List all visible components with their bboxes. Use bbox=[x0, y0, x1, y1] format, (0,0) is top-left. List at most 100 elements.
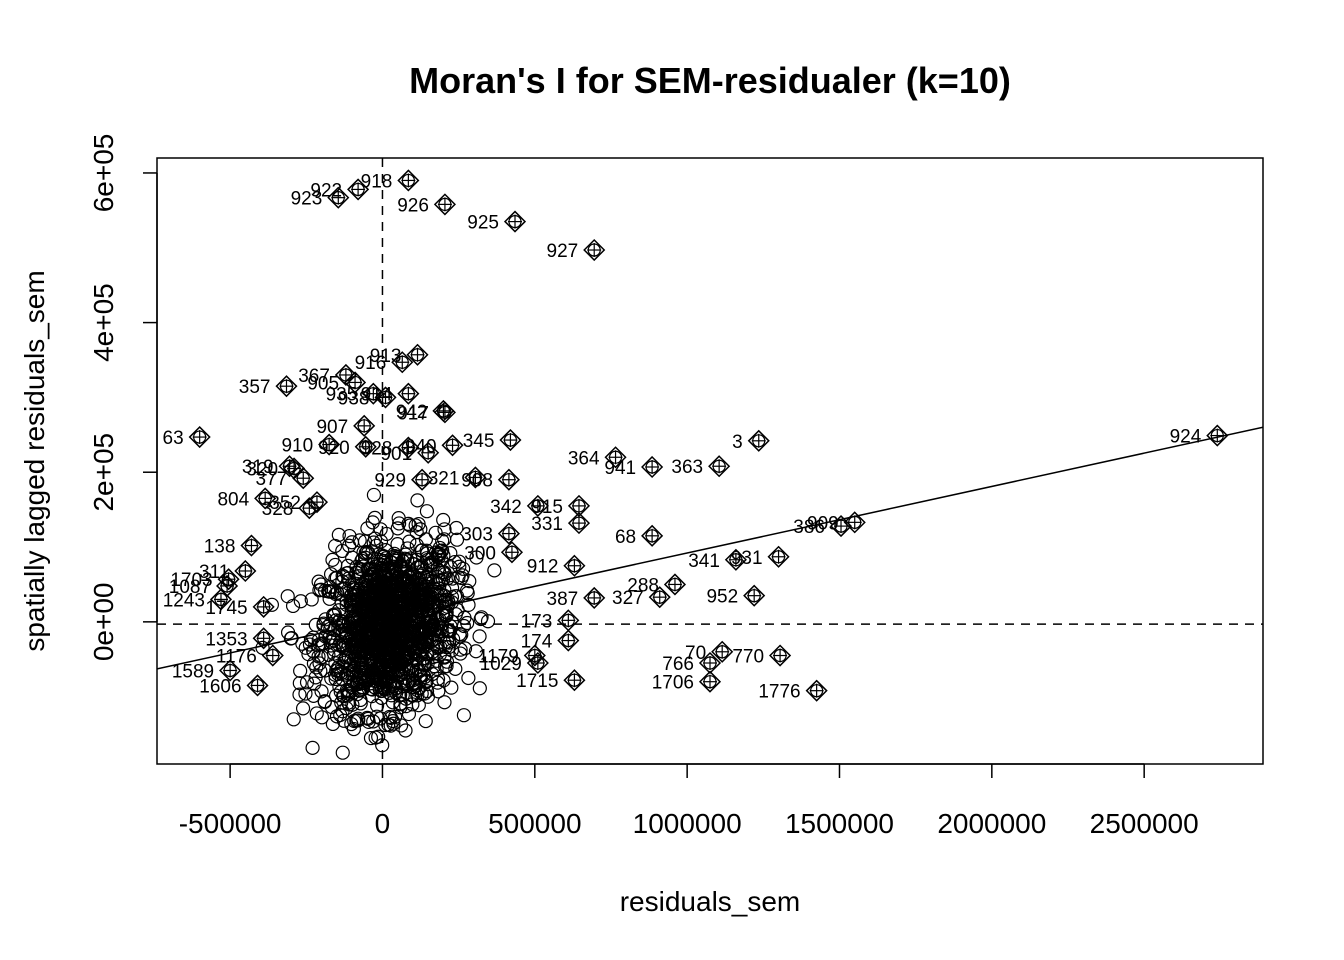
data-point bbox=[419, 543, 434, 558]
influence-diamond bbox=[526, 494, 549, 517]
influence-diamond bbox=[354, 435, 377, 458]
influence-diamond bbox=[246, 674, 269, 697]
influence-diamond bbox=[769, 644, 792, 667]
influence-diamond bbox=[500, 541, 524, 564]
data-point bbox=[307, 676, 322, 691]
point-label: 910 bbox=[281, 436, 313, 457]
data-point bbox=[354, 661, 369, 676]
data-point bbox=[449, 520, 464, 536]
influential-point: 908 bbox=[461, 468, 520, 492]
influence-diamond bbox=[743, 584, 766, 607]
influential-point: 935 bbox=[326, 382, 385, 406]
data-point bbox=[342, 684, 357, 699]
data-point bbox=[374, 605, 389, 620]
data-point bbox=[382, 594, 397, 609]
influence-diamond bbox=[254, 487, 277, 510]
data-point bbox=[410, 493, 425, 508]
data-point bbox=[328, 656, 343, 671]
influential-point: 938 bbox=[338, 386, 397, 409]
influential-point: 174 bbox=[521, 629, 580, 653]
influential-point: 300 bbox=[464, 541, 524, 564]
data-point bbox=[339, 597, 354, 613]
point-label: 303 bbox=[461, 525, 493, 546]
influential-point: 770 bbox=[732, 644, 792, 668]
influence-diamond bbox=[353, 414, 376, 437]
point-label: 319 bbox=[242, 457, 274, 478]
data-point bbox=[321, 647, 336, 662]
data-point bbox=[406, 675, 421, 691]
influential-point: 327 bbox=[612, 586, 671, 609]
influential-point: 910 bbox=[281, 433, 341, 457]
data-point bbox=[461, 670, 476, 686]
influence-diamond bbox=[391, 351, 414, 374]
data-point bbox=[393, 718, 409, 733]
data-point bbox=[391, 511, 406, 526]
influence-diamond bbox=[583, 586, 606, 609]
y-tick-label: 0e+00 bbox=[88, 583, 119, 662]
influence-diamond bbox=[583, 238, 606, 262]
data-point bbox=[412, 583, 427, 598]
influential-point: 138 bbox=[204, 534, 263, 558]
influence-diamond bbox=[397, 169, 420, 192]
data-point bbox=[428, 525, 443, 540]
influence-diamond bbox=[711, 640, 734, 663]
point-label: 942 bbox=[396, 402, 428, 423]
data-point bbox=[314, 684, 329, 699]
data-point bbox=[338, 625, 354, 640]
data-point bbox=[353, 696, 368, 711]
influence-diamond bbox=[347, 178, 370, 201]
influence-diamond bbox=[374, 386, 397, 409]
influential-point: 923 bbox=[291, 186, 350, 210]
data-point bbox=[468, 644, 484, 659]
data-point bbox=[382, 645, 397, 660]
data-point bbox=[335, 574, 350, 589]
data-point bbox=[311, 574, 326, 589]
point-label: 916 bbox=[355, 353, 387, 374]
points-layer bbox=[255, 487, 502, 760]
data-point bbox=[342, 528, 357, 544]
data-point bbox=[408, 518, 423, 533]
influential-point: 377 bbox=[256, 467, 315, 490]
data-point bbox=[427, 659, 442, 674]
point-label: 3 bbox=[732, 432, 743, 453]
influential-point: 1706 bbox=[652, 670, 722, 694]
data-point bbox=[408, 601, 423, 617]
x-tick-label: 1000000 bbox=[633, 808, 742, 839]
data-point bbox=[413, 589, 429, 605]
data-point bbox=[353, 692, 368, 708]
point-label: 70 bbox=[685, 643, 706, 664]
point-label: 1745 bbox=[205, 598, 247, 619]
point-label: 173 bbox=[521, 611, 553, 632]
influential-point: 364 bbox=[568, 446, 627, 469]
data-point bbox=[293, 594, 308, 609]
influence-diamond bbox=[292, 467, 315, 490]
data-point bbox=[433, 543, 448, 558]
data-point bbox=[431, 684, 446, 699]
influential-point: 916 bbox=[355, 351, 414, 374]
influential-point: 918 bbox=[361, 169, 420, 192]
data-point bbox=[439, 654, 455, 669]
influence-diamond bbox=[433, 193, 456, 216]
data-point bbox=[392, 516, 407, 531]
x-tick-label: 2000000 bbox=[937, 808, 1046, 839]
influence-diamond bbox=[724, 548, 747, 571]
x-tick-label: 1500000 bbox=[785, 808, 894, 839]
influential-point: 345 bbox=[463, 428, 522, 452]
data-point bbox=[389, 674, 404, 689]
influence-diamond bbox=[563, 669, 586, 692]
influential-point: 321 bbox=[428, 466, 487, 489]
influential-point: 905 bbox=[307, 371, 367, 394]
point-label: 1589 bbox=[172, 661, 214, 682]
data-point bbox=[369, 709, 384, 724]
influence-diamond bbox=[641, 524, 664, 547]
data-point bbox=[405, 638, 420, 653]
data-point bbox=[347, 657, 362, 673]
data-point bbox=[302, 637, 318, 652]
influence-diamond bbox=[497, 522, 520, 545]
influence-diamond bbox=[219, 659, 242, 682]
data-point bbox=[437, 695, 452, 710]
influence-diamond bbox=[464, 466, 487, 489]
data-point bbox=[454, 627, 469, 642]
point-label: 766 bbox=[662, 654, 694, 675]
data-point bbox=[447, 554, 462, 570]
